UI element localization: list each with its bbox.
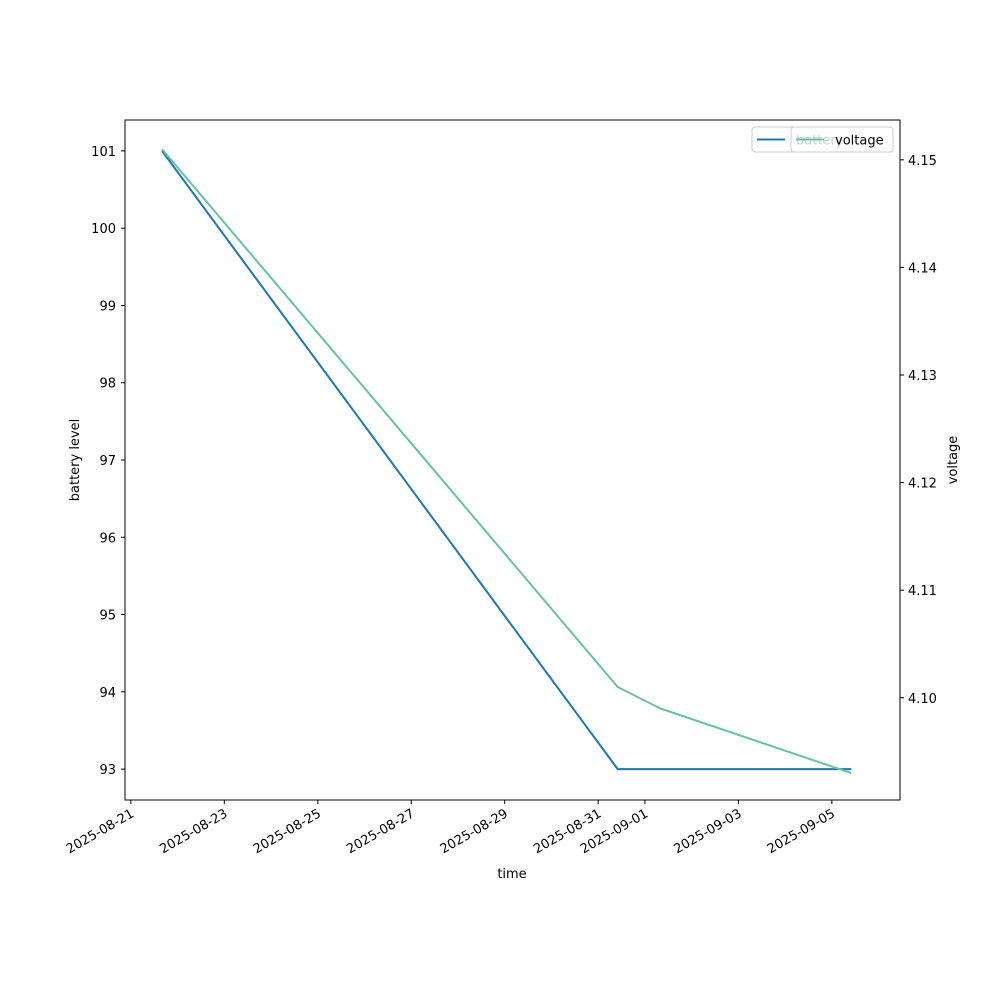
y-tick-label-right: 4.10 — [908, 692, 937, 707]
y-axis-label-right: voltage — [946, 436, 961, 485]
legend-label-voltage: voltage — [835, 134, 884, 149]
legend-layer: batteryvoltage — [751, 126, 894, 153]
y-tick-label-left: 97 — [99, 454, 116, 469]
y-tick-label-right: 4.14 — [908, 261, 937, 276]
series-line-battery — [161, 150, 852, 771]
y-tick-label-left: 100 — [91, 222, 116, 237]
y-axis-label-left: battery level — [68, 419, 83, 502]
legend-frame — [790, 126, 894, 153]
y-tick-label-right: 4.11 — [908, 584, 937, 599]
y-tick-label-left: 99 — [99, 299, 116, 314]
legend-box-1: voltage — [790, 126, 894, 153]
series-line-voltage — [161, 148, 852, 775]
y-tick-label-left: 95 — [99, 609, 116, 624]
plot-layer — [161, 148, 852, 775]
y-tick-label-left: 98 — [99, 377, 116, 392]
x-axis-label: time — [497, 867, 526, 882]
y-tick-label-right: 4.13 — [908, 369, 937, 384]
y-tick-label-left: 93 — [99, 763, 116, 778]
y-tick-label-right: 4.12 — [908, 477, 937, 492]
y-tick-label-left: 101 — [91, 145, 116, 160]
y-tick-label-left: 96 — [99, 531, 116, 546]
y-tick-label-right: 4.15 — [908, 154, 937, 169]
y-tick-label-left: 94 — [99, 686, 116, 701]
